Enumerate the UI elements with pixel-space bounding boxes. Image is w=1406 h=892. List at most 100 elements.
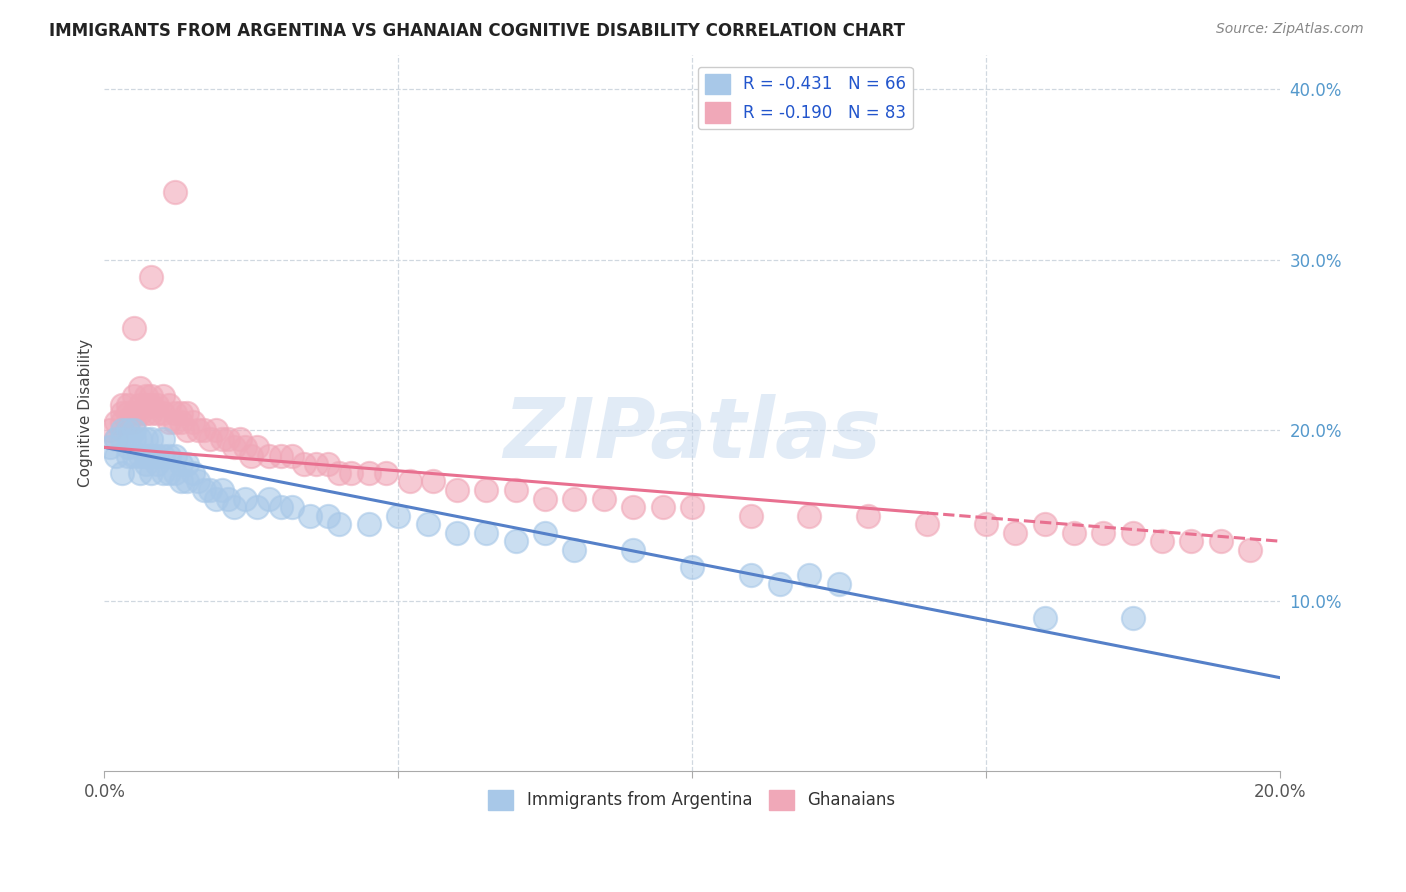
Point [222,500,245,514]
Point [475,525,498,540]
Point [152,406,174,420]
Point [592,491,614,506]
Point [152,449,174,463]
Point [176,406,198,420]
Point [799,508,821,523]
Point [134,406,156,420]
Point [141,432,163,446]
Point [316,508,339,523]
Point [117,449,139,463]
Point [281,500,304,514]
Point [399,475,422,489]
Point [157,415,180,429]
Point [828,576,851,591]
Point [740,508,762,523]
Point [170,415,193,429]
Point [681,559,703,574]
Point [198,483,221,497]
Point [117,398,139,412]
Point [181,466,204,480]
Point [105,432,128,446]
Legend: Immigrants from Argentina, Ghanaians: Immigrants from Argentina, Ghanaians [482,783,903,817]
Point [205,491,228,506]
Y-axis label: Cognitive Disability: Cognitive Disability [79,339,93,487]
Point [328,466,350,480]
Point [621,500,644,514]
Point [128,406,150,420]
Point [316,458,339,472]
Point [1063,525,1085,540]
Point [128,381,150,395]
Point [769,576,792,591]
Point [128,466,150,480]
Point [446,525,468,540]
Point [122,321,145,335]
Point [122,432,145,446]
Point [246,500,269,514]
Point [187,423,209,437]
Point [122,423,145,437]
Point [328,517,350,532]
Point [163,185,186,199]
Point [111,406,134,420]
Point [111,466,134,480]
Point [292,458,315,472]
Point [235,491,257,506]
Point [105,449,128,463]
Point [1122,525,1144,540]
Point [128,449,150,463]
Point [117,441,139,455]
Point [222,441,245,455]
Point [1180,534,1202,549]
Point [305,458,328,472]
Point [193,483,215,497]
Text: Source: ZipAtlas.com: Source: ZipAtlas.com [1216,22,1364,37]
Point [152,389,174,403]
Point [858,508,880,523]
Point [146,398,169,412]
Point [651,500,673,514]
Point [163,449,186,463]
Point [105,415,128,429]
Point [340,466,363,480]
Point [211,483,233,497]
Point [111,398,134,412]
Point [974,517,997,532]
Point [181,415,204,429]
Point [1239,542,1261,557]
Point [134,389,156,403]
Point [534,525,557,540]
Point [681,500,703,514]
Point [564,491,586,506]
Point [98,441,121,455]
Point [122,415,145,429]
Point [270,500,292,514]
Point [163,406,186,420]
Point [422,475,444,489]
Point [134,398,156,412]
Point [157,466,180,480]
Point [163,466,186,480]
Point [111,423,134,437]
Point [211,432,233,446]
Point [740,568,762,582]
Point [111,415,134,429]
Point [246,441,269,455]
Point [141,466,163,480]
Point [176,458,198,472]
Point [152,432,174,446]
Point [1122,611,1144,625]
Point [217,432,239,446]
Point [152,466,174,480]
Point [146,458,169,472]
Point [176,475,198,489]
Point [915,517,938,532]
Point [105,432,128,446]
Point [564,542,586,557]
Point [1033,611,1056,625]
Point [128,398,150,412]
Text: IMMIGRANTS FROM ARGENTINA VS GHANAIAN COGNITIVE DISABILITY CORRELATION CHART: IMMIGRANTS FROM ARGENTINA VS GHANAIAN CO… [49,22,905,40]
Point [217,491,239,506]
Point [198,432,221,446]
Point [193,423,215,437]
